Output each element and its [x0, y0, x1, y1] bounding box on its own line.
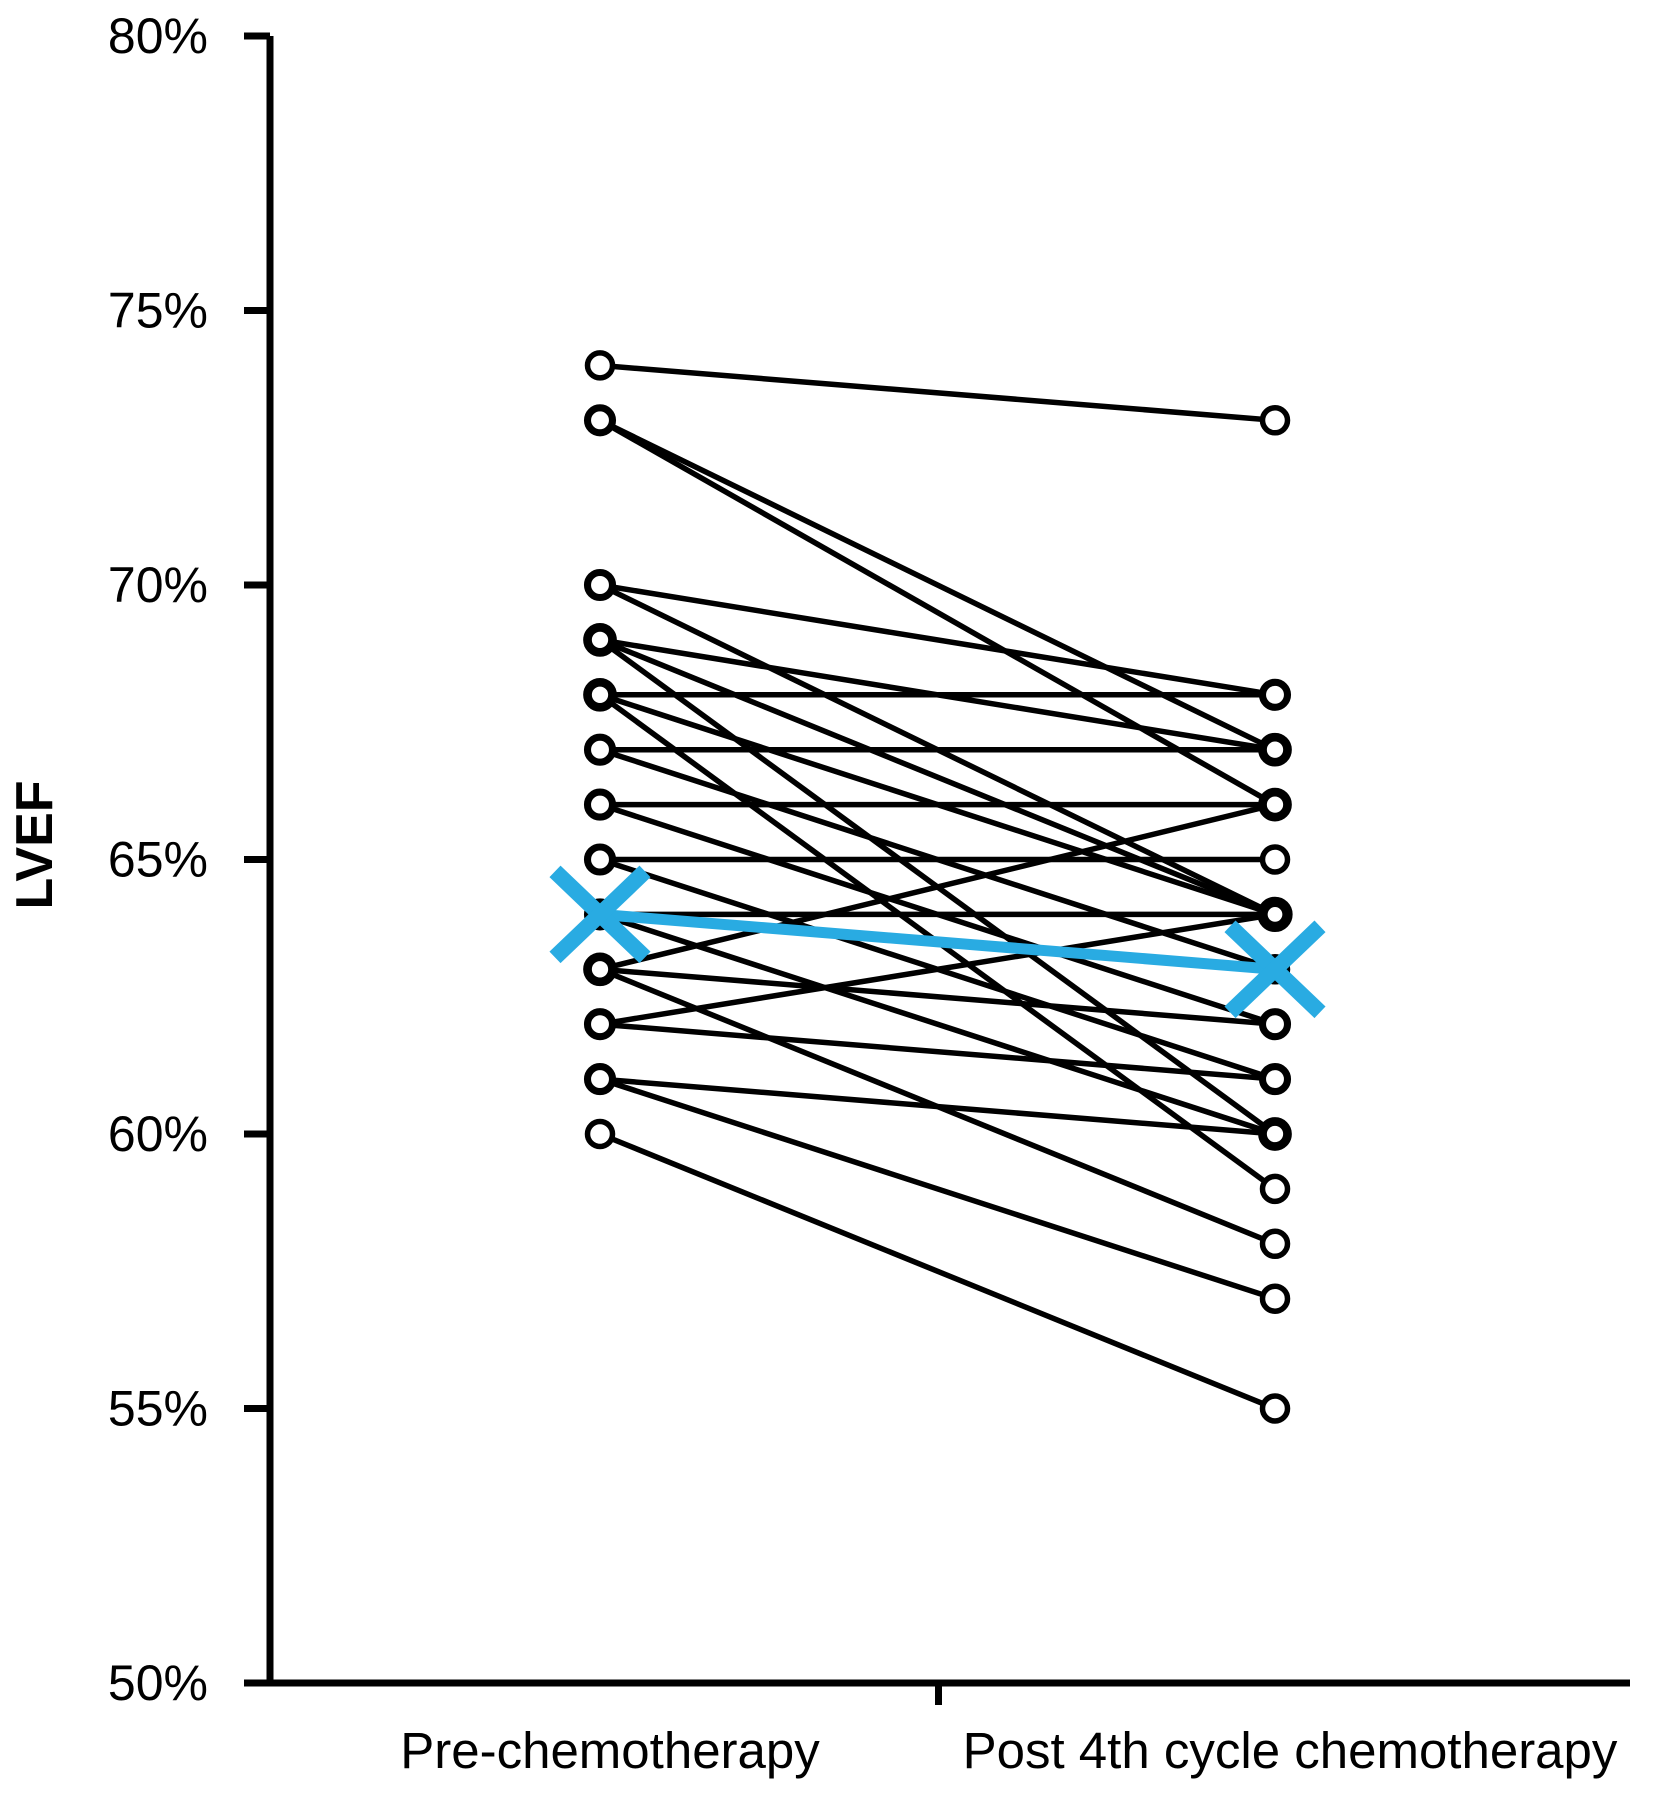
- patient-line: [598, 417, 1277, 753]
- data-point-circle-post: [1259, 1173, 1291, 1205]
- y-tick-label: 70%: [108, 557, 208, 613]
- data-point-circle-post: [1259, 405, 1291, 436]
- patient-line: [598, 1131, 1277, 1412]
- data-point-circle-pre: [583, 677, 617, 712]
- data-point-circle-pre: [583, 1008, 617, 1041]
- data-point-circle-post: [1259, 1393, 1291, 1424]
- mean-x-marker: [549, 865, 651, 964]
- y-tick-label: 50%: [108, 1655, 208, 1711]
- data-point-circle-pre: [584, 1118, 616, 1150]
- patient-line: [599, 362, 1276, 424]
- mean-line: [599, 908, 1276, 975]
- y-tick-label: 75%: [108, 283, 208, 339]
- patient-line: [599, 1021, 1276, 1082]
- mean-x-marker: [1224, 920, 1326, 1019]
- data-point-circle-pre: [583, 1063, 617, 1096]
- y-axis-title: LVEF: [6, 780, 64, 909]
- data-point-circle-pre: [584, 350, 616, 381]
- data-point-circle-pre: [583, 568, 617, 602]
- data-point-circle-post: [1259, 844, 1291, 875]
- data-point-circle-pre: [583, 788, 617, 821]
- data-point-circle-post: [1258, 732, 1292, 767]
- y-tick-label: 60%: [108, 1106, 208, 1162]
- y-tick-label: 80%: [108, 8, 208, 64]
- patient-line: [598, 637, 1277, 917]
- patient-line: [599, 911, 1276, 1137]
- data-point-circle-post: [1258, 787, 1292, 822]
- patient-line: [598, 417, 1277, 807]
- data-point-circle-post: [1259, 1283, 1291, 1314]
- patient-line: [599, 911, 1276, 1027]
- patient-line: [599, 582, 1276, 698]
- patient-line: [599, 1076, 1276, 1137]
- data-point-circle-post: [1257, 896, 1293, 933]
- data-point-circle-pre: [583, 843, 617, 876]
- patient-line: [599, 1076, 1276, 1302]
- data-point-circle-post: [1258, 1063, 1292, 1096]
- data-point-circle-post: [1258, 1008, 1292, 1041]
- data-point-circle-pre: [583, 623, 617, 657]
- x-category-label-post: Post 4th cycle chemotherapy: [963, 1722, 1618, 1779]
- data-point-circle-pre: [583, 733, 617, 766]
- data-point-circle-post: [1258, 678, 1292, 711]
- data-point-circle-pre: [583, 404, 617, 437]
- y-tick-label: 55%: [108, 1381, 208, 1437]
- patient-line: [599, 801, 1276, 972]
- data-point-circle-pre: [583, 952, 617, 987]
- data-point-circle-post: [1258, 1117, 1292, 1151]
- patient-line: [599, 966, 1276, 1027]
- x-category-label-pre: Pre-chemotherapy: [400, 1722, 820, 1779]
- data-point-circle-post: [1259, 1228, 1291, 1260]
- y-tick-label: 65%: [108, 832, 208, 888]
